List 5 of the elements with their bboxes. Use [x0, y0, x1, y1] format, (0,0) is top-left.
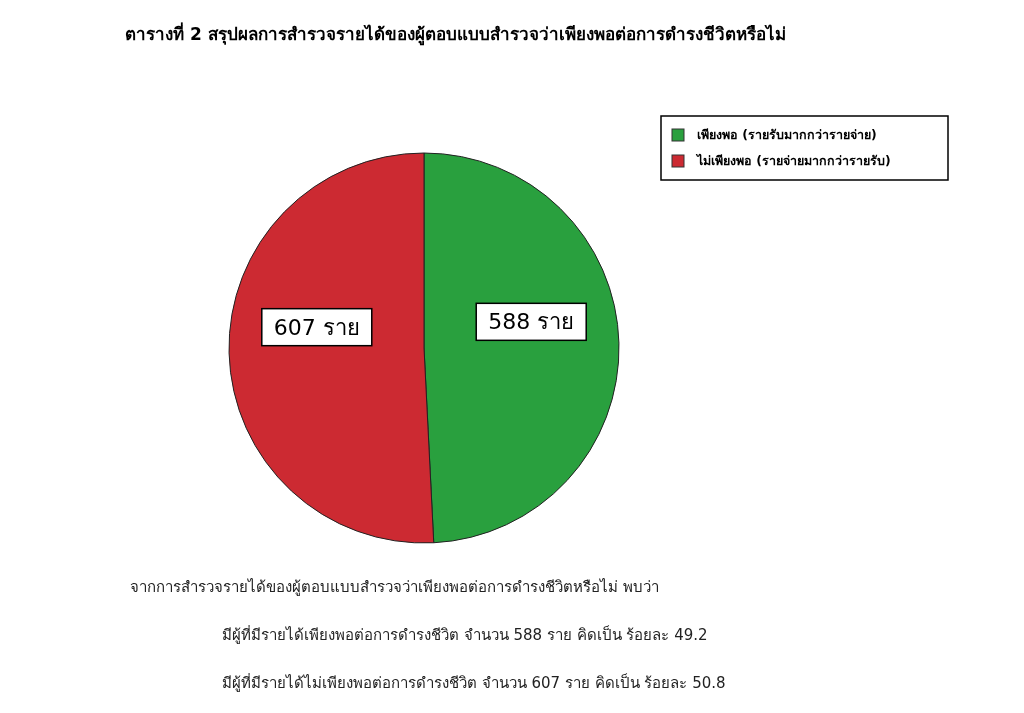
data-label: 607 ราย: [273, 314, 360, 340]
title: ตารางที่ 2 สรุปผลการสำรวจรายได้ของผู้ตอบแบบสำรวจว่าเพียงพอต่อการดำรงชีวิตหรือไม่: [125, 24, 786, 44]
legend-label: เพียงพอ (รายรับมากกว่ารายจ่าย): [697, 126, 877, 142]
data-label: 588 ราย: [488, 309, 575, 335]
legend-label: ไม่เพียงพอ (รายจ่ายมากกว่ารายรับ): [695, 152, 891, 168]
